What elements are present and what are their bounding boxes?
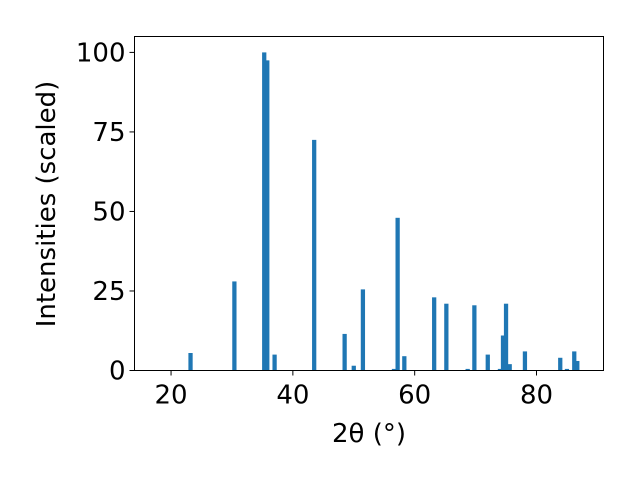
y-axis-label: Intensities (scaled) xyxy=(32,81,62,328)
y-tick-label-25: 25 xyxy=(92,277,125,307)
bar-9 xyxy=(391,368,397,371)
y-tick-label-0: 0 xyxy=(109,357,126,387)
bar-16 xyxy=(485,354,490,371)
bar-24 xyxy=(572,351,577,371)
bar-10 xyxy=(395,217,400,371)
bar-0 xyxy=(188,353,193,371)
bar-6 xyxy=(342,333,347,371)
y-tick-label-75: 75 xyxy=(92,118,125,148)
bar-20 xyxy=(507,364,512,371)
bar-8 xyxy=(360,289,366,371)
x-tick-label-80: 80 xyxy=(520,381,553,411)
x-tick-label-20: 20 xyxy=(154,381,187,411)
bar-17 xyxy=(497,368,503,371)
y-axis-ticks: 0 25 50 75 100 xyxy=(76,38,135,387)
x-tick-label-60: 60 xyxy=(398,381,431,411)
bar-19 xyxy=(503,303,509,371)
bar-18 xyxy=(500,335,506,371)
bars-group xyxy=(188,52,580,371)
bar-11 xyxy=(402,356,407,371)
bar-22 xyxy=(558,357,563,371)
bar-13 xyxy=(444,303,449,371)
bar-5 xyxy=(312,139,317,371)
bar-1 xyxy=(232,281,237,371)
bar-14 xyxy=(465,368,470,371)
bar-23 xyxy=(564,368,570,371)
x-tick-label-40: 40 xyxy=(276,381,309,411)
x-axis-label: 2θ (°) xyxy=(332,419,406,449)
bar-15 xyxy=(472,305,477,371)
bar-7 xyxy=(351,365,356,371)
bar-12 xyxy=(432,297,437,371)
y-tick-label-50: 50 xyxy=(92,197,125,227)
bar-21 xyxy=(522,351,528,371)
y-tick-label-100: 100 xyxy=(76,38,126,68)
bar-25 xyxy=(575,360,580,371)
plot-frame xyxy=(134,36,604,371)
bar-4 xyxy=(272,354,277,371)
bar-2 xyxy=(262,52,267,371)
bar-3 xyxy=(265,60,270,371)
x-axis-ticks: 20 40 60 80 xyxy=(154,370,553,411)
